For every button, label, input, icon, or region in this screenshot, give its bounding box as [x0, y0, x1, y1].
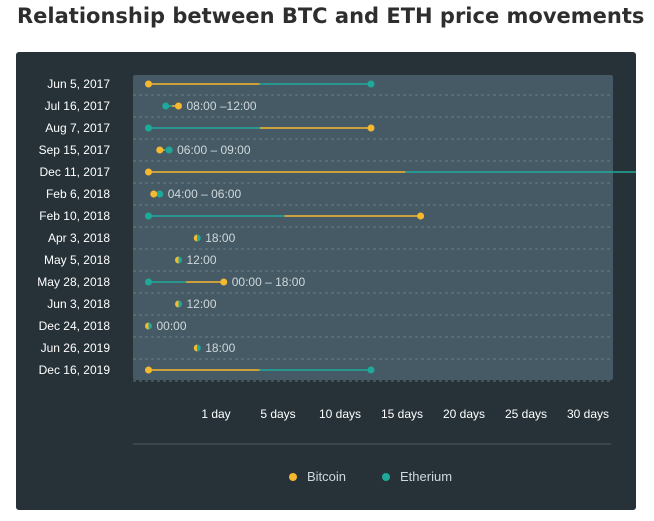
- bitcoin-point: [220, 278, 228, 286]
- etherium-point: [145, 124, 152, 132]
- row-label: May 5, 2018: [44, 253, 110, 267]
- etherium-point: [367, 366, 375, 374]
- legend-label-bitcoin: Bitcoin: [307, 469, 346, 484]
- legend-marker-bitcoin: [289, 473, 297, 481]
- etherium-point: [367, 80, 375, 88]
- etherium-point: [156, 190, 164, 198]
- legend-marker-etherium: [382, 473, 390, 481]
- x-tick-label: 25 days: [505, 407, 547, 421]
- row-label: Apr 3, 2018: [48, 231, 110, 245]
- bitcoin-point: [193, 344, 198, 352]
- etherium-point: [178, 256, 182, 264]
- time-range-label: 00:00: [157, 319, 187, 333]
- bitcoin-point: [175, 300, 179, 308]
- chart-title: Relationship between BTC and ETH price m…: [17, 4, 645, 28]
- x-tick-label: 15 days: [381, 407, 423, 421]
- x-tick-label: 30 days: [567, 407, 609, 421]
- row-label: Jul 16, 2017: [45, 99, 111, 113]
- row-label: Sep 15, 2017: [39, 143, 111, 157]
- etherium-point: [197, 344, 201, 352]
- etherium-point: [197, 234, 201, 242]
- time-range-label: 12:00: [187, 253, 217, 267]
- row-label: Feb 6, 2018: [46, 187, 110, 201]
- bitcoin-point: [175, 256, 179, 264]
- bitcoin-point: [417, 212, 425, 220]
- bitcoin-point: [367, 124, 375, 132]
- row-label: Jun 26, 2019: [41, 341, 111, 355]
- etherium-point: [145, 278, 152, 286]
- etherium-point: [165, 146, 173, 154]
- bitcoin-point: [145, 80, 152, 88]
- etherium-point: [178, 300, 182, 308]
- x-tick-label: 5 days: [260, 407, 295, 421]
- time-range-label: 12:00: [187, 297, 217, 311]
- bitcoin-point: [145, 322, 149, 330]
- row-label: Aug 7, 2017: [45, 121, 110, 135]
- bitcoin-point: [156, 146, 164, 154]
- row-label: May 28, 2018: [37, 275, 110, 289]
- time-range-label: 06:00 – 09:00: [177, 143, 251, 157]
- time-range-label: 18:00: [205, 231, 235, 245]
- bitcoin-point: [193, 234, 198, 242]
- row-label: Jun 3, 2018: [47, 297, 110, 311]
- x-tick-label: 10 days: [319, 407, 361, 421]
- time-range-label: 08:00 –12:00: [187, 99, 257, 113]
- time-range-label: 04:00 – 06:00: [168, 187, 242, 201]
- legend-label-etherium: Etherium: [400, 469, 452, 484]
- time-range-label: 18:00: [205, 341, 235, 355]
- dumbbell-chart: Jun 5, 2017 Jul 16, 2017 08:00 –12:00 Aug 7…: [37, 75, 636, 484]
- bitcoin-point: [145, 366, 152, 374]
- row-label: Dec 11, 2017: [40, 165, 111, 179]
- etherium-point: [145, 212, 152, 220]
- bitcoin-point: [150, 190, 158, 198]
- x-tick-label: 1 day: [201, 407, 230, 421]
- row-label: Dec 24, 2018: [39, 319, 111, 333]
- bitcoin-point: [175, 102, 182, 110]
- bitcoin-point: [145, 168, 152, 176]
- etherium-point: [162, 102, 170, 110]
- x-tick-label: 20 days: [443, 407, 485, 421]
- etherium-point: [148, 322, 152, 330]
- chart-panel: Jun 5, 2017 Jul 16, 2017 08:00 –12:00 Aug 7…: [16, 52, 636, 510]
- time-range-label: 00:00 – 18:00: [232, 275, 306, 289]
- row-label: Jun 5, 2017: [47, 77, 110, 91]
- row-label: Feb 10, 2018: [39, 209, 110, 223]
- row-label: Dec 16, 2019: [39, 363, 111, 377]
